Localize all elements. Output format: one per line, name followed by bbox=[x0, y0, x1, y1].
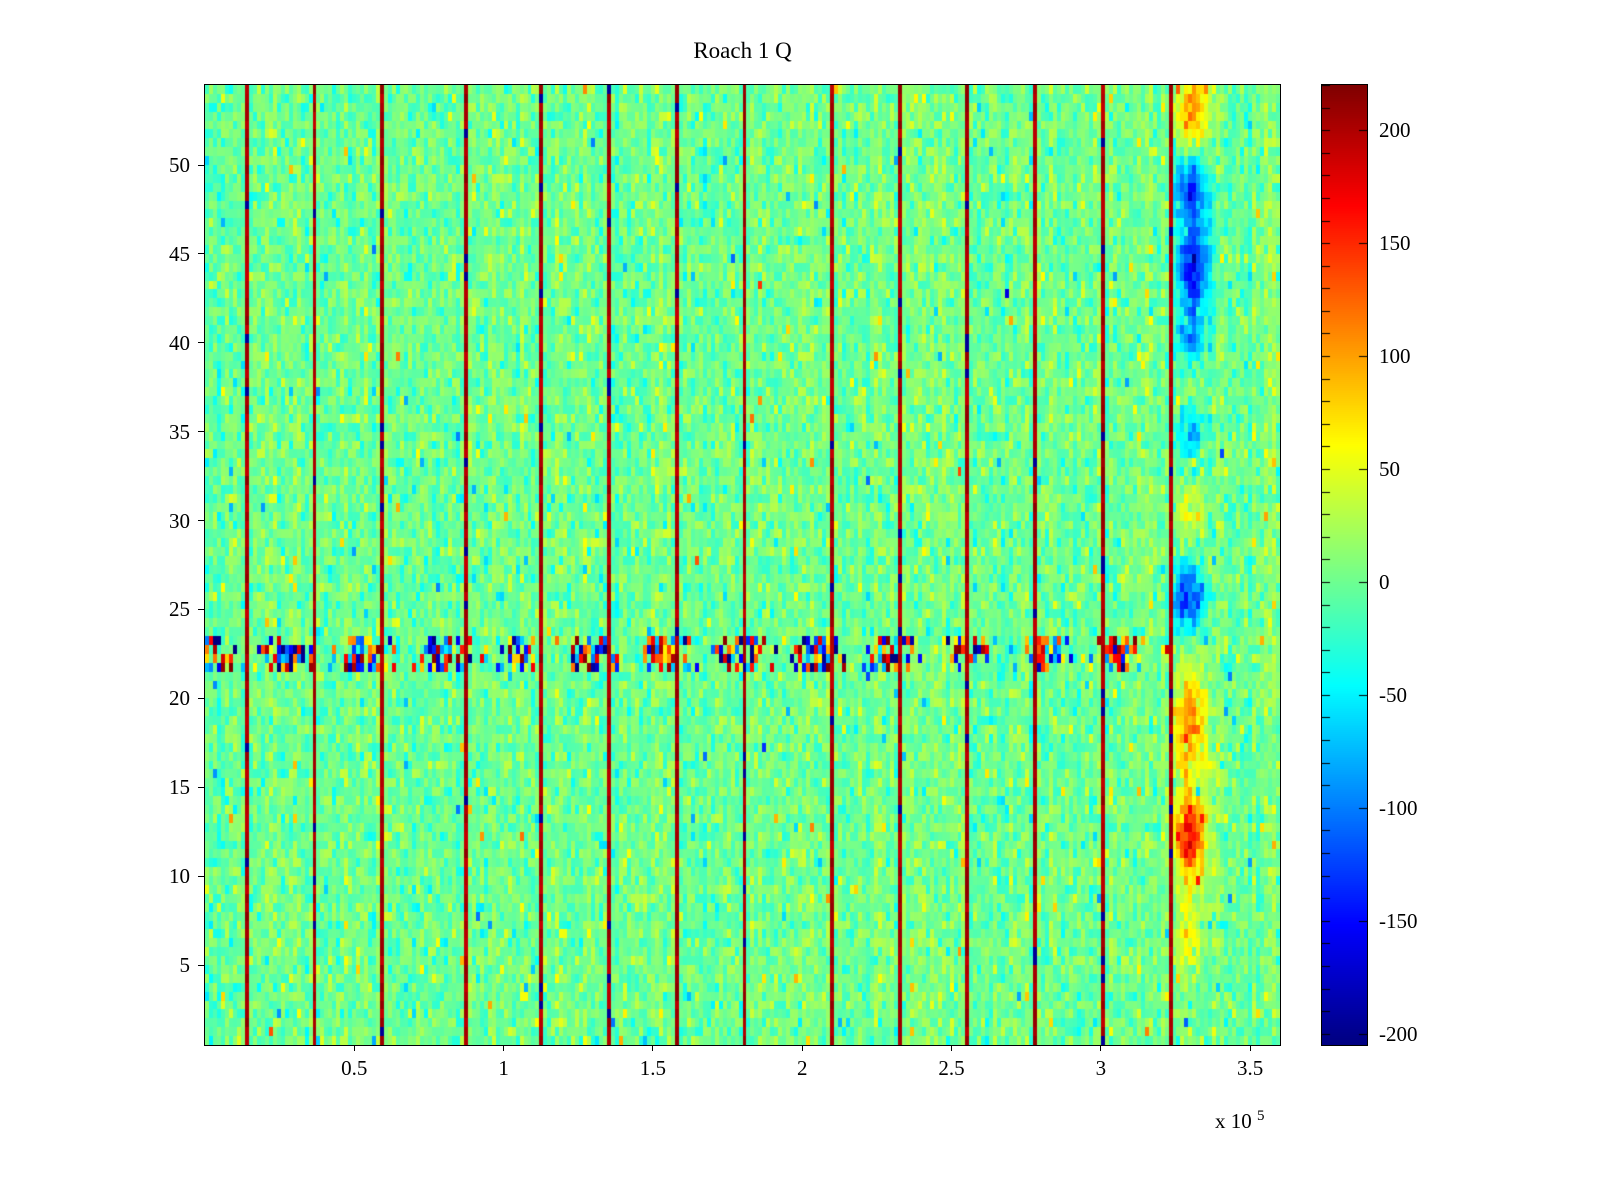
x-tick-label: 2 bbox=[796, 1056, 808, 1080]
colorbar-tick-label: 200 bbox=[1379, 118, 1411, 143]
x-tick-mark bbox=[1100, 1045, 1102, 1051]
colorbar-tick-label: -100 bbox=[1379, 795, 1418, 820]
x-axis-multiplier-base: x 10 bbox=[1215, 1109, 1252, 1133]
x-tick-label: 1 bbox=[498, 1056, 509, 1080]
y-tick-mark bbox=[198, 431, 205, 433]
y-tick-label: 30 bbox=[169, 508, 190, 533]
x-axis-multiplier-exp: 5 bbox=[1257, 1108, 1265, 1124]
y-tick-label: 5 bbox=[179, 953, 191, 977]
x-tick-label: 1.5 bbox=[639, 1056, 667, 1080]
y-tick-mark bbox=[198, 697, 205, 699]
y-tick-label: 45 bbox=[169, 241, 190, 266]
heatmap-canvas bbox=[205, 85, 1280, 1045]
colorbar-tick-label: -200 bbox=[1379, 1021, 1418, 1046]
x-tick-mark bbox=[801, 1045, 803, 1051]
y-tick-mark bbox=[198, 253, 205, 255]
colorbar-tick-label: 50 bbox=[1379, 457, 1400, 481]
x-tick-label: 2.5 bbox=[938, 1056, 965, 1080]
x-tick-label: 3 bbox=[1095, 1056, 1107, 1080]
colorbar bbox=[1322, 85, 1367, 1045]
y-tick-label: 25 bbox=[169, 597, 190, 622]
colorbar-tick-label: -50 bbox=[1379, 682, 1407, 707]
y-tick-mark bbox=[198, 164, 205, 166]
x-tick-label: 3.5 bbox=[1237, 1056, 1264, 1080]
colorbar-tick-label: 150 bbox=[1379, 231, 1411, 256]
y-tick-mark bbox=[198, 520, 205, 522]
colorbar-tick-label: 0 bbox=[1379, 569, 1390, 594]
y-tick-mark bbox=[198, 608, 205, 610]
y-tick-mark bbox=[198, 342, 205, 344]
y-tick-label: 15 bbox=[169, 775, 190, 800]
y-tick-mark bbox=[198, 786, 205, 788]
x-tick-mark bbox=[503, 1045, 505, 1051]
x-tick-mark bbox=[353, 1045, 355, 1051]
x-tick-mark bbox=[1249, 1045, 1251, 1051]
colorbar-tick-label: 100 bbox=[1379, 344, 1411, 369]
y-tick-label: 50 bbox=[169, 153, 190, 177]
x-axis-multiplier: x 10 5 bbox=[1215, 1108, 1265, 1134]
colorbar-tick-label: -150 bbox=[1379, 908, 1418, 933]
y-tick-label: 35 bbox=[169, 419, 190, 444]
x-tick-mark bbox=[951, 1045, 953, 1051]
x-tick-mark bbox=[652, 1045, 654, 1051]
y-tick-mark bbox=[198, 964, 205, 966]
y-tick-label: 10 bbox=[169, 864, 190, 889]
chart-title: Roach 1 Q bbox=[693, 38, 792, 63]
y-tick-label: 40 bbox=[169, 330, 190, 355]
x-tick-label: 0.5 bbox=[341, 1056, 368, 1080]
y-tick-mark bbox=[198, 875, 205, 877]
y-tick-label: 20 bbox=[169, 686, 190, 711]
